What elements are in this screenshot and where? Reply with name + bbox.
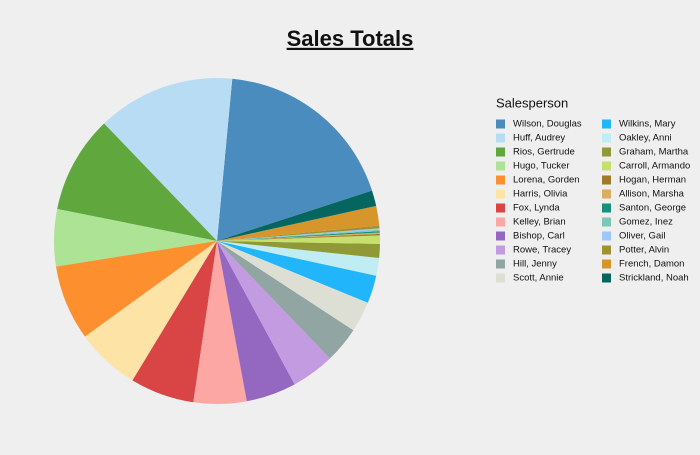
pie-slice (217, 190, 377, 241)
legend-swatch (496, 217, 505, 227)
pie-slice (217, 241, 330, 385)
pie-slice (217, 241, 295, 402)
legend-label: Oliver, Gail (619, 231, 665, 242)
pie-slice (217, 241, 368, 331)
pie-slice (217, 225, 380, 241)
pie-slice (217, 233, 380, 241)
legend-swatch (496, 245, 505, 255)
legend-swatch (602, 231, 611, 241)
legend-label: Carroll, Armando (619, 161, 690, 172)
legend-swatch (496, 161, 505, 171)
pie-slice (217, 229, 380, 241)
legend-swatch (602, 133, 611, 143)
pie-slice (217, 241, 380, 276)
legend-label: Gomez, Inez (619, 217, 673, 228)
legend-label: Bishop, Carl (513, 231, 565, 242)
legend-swatch (602, 147, 611, 157)
legend-label: Santon, George (619, 203, 686, 214)
legend-label: Kelley, Brian (513, 217, 566, 228)
pie-slice (217, 241, 377, 303)
legend-swatch (602, 119, 611, 129)
legend-label: Hill, Jenny (513, 259, 557, 270)
pie-slice (193, 241, 247, 404)
legend-swatch (496, 259, 505, 269)
legend-swatch (496, 147, 505, 157)
legend-label: French, Damon (619, 259, 684, 270)
legend-swatch (602, 161, 611, 171)
legend-swatch (496, 133, 505, 143)
legend-swatch (602, 189, 611, 199)
pie-slice (56, 241, 217, 337)
legend-label: Fox, Lynda (513, 203, 560, 214)
legend-label: Wilson, Douglas (513, 119, 582, 130)
legend-swatch (602, 175, 611, 185)
legend-swatch (496, 119, 505, 129)
pie-slice (217, 205, 380, 241)
legend-label: Huff, Audrey (513, 133, 565, 144)
legend-swatch (602, 203, 611, 213)
legend-label: Oakley, Anni (619, 133, 672, 144)
legend-label: Rowe, Tracey (513, 245, 571, 256)
legend-label: Lorena, Gorden (513, 175, 580, 186)
pie-slice (104, 78, 233, 241)
legend-swatch (602, 217, 611, 227)
legend-label: Strickland, Noah (619, 273, 689, 284)
legend-label: Rios, Gertrude (513, 147, 575, 158)
pie-slice (217, 232, 380, 241)
legend-label: Scott, Annie (513, 273, 564, 284)
pie-slice (57, 123, 217, 241)
legend-label: Hogan, Herman (619, 175, 686, 186)
pie-slice (217, 78, 373, 242)
legend-swatch (496, 203, 505, 213)
legend-swatch (602, 273, 611, 283)
legend-label: Graham, Martha (619, 147, 689, 158)
pie-slice (217, 241, 354, 359)
legend-label: Allison, Marsha (619, 189, 685, 200)
legend-swatch (496, 175, 505, 185)
pie-slice (84, 241, 217, 381)
pie-slice (217, 235, 380, 244)
pie-slice (54, 208, 218, 267)
pie-slice (217, 241, 380, 258)
legend-swatch (496, 273, 505, 283)
legend-label: Hugo, Tucker (513, 161, 570, 172)
pie-slice (217, 228, 380, 241)
legend-swatch (602, 245, 611, 255)
legend-swatch (496, 189, 505, 199)
legend-swatch (602, 259, 611, 269)
pie-slice (217, 231, 380, 241)
legend-label: Potter, Alvin (619, 245, 669, 256)
pie-slice (132, 241, 217, 403)
legend-swatch (496, 231, 505, 241)
legend-title: Salesperson (496, 95, 568, 110)
chart-title: Sales Totals (287, 26, 414, 51)
legend-label: Harris, Olivia (513, 189, 568, 200)
legend-label: Wilkins, Mary (619, 119, 676, 130)
